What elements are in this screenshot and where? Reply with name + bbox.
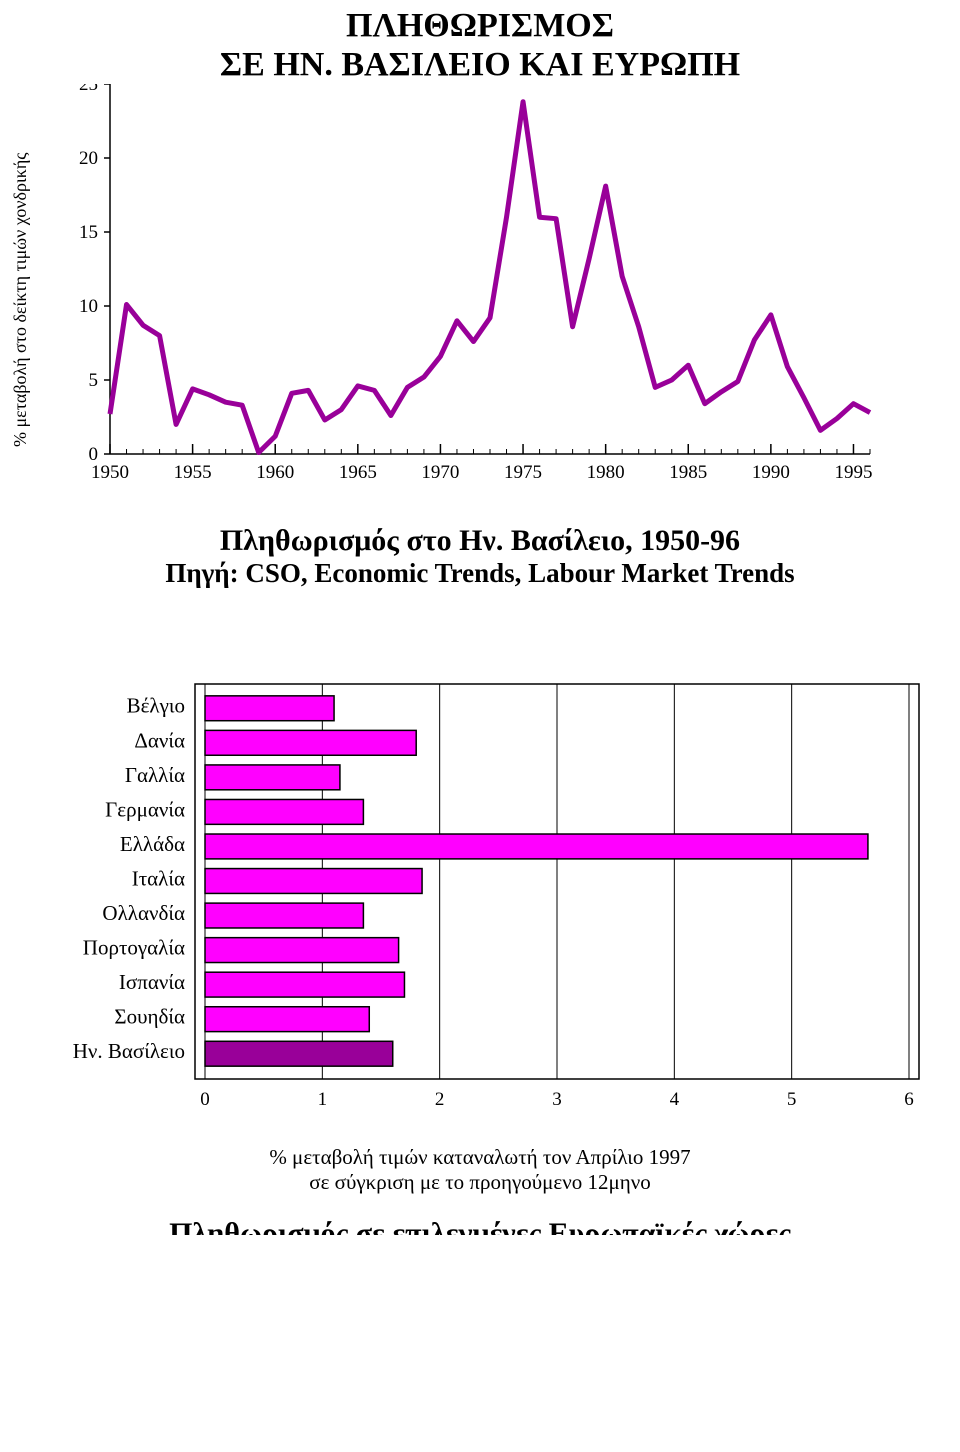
svg-text:2: 2 <box>435 1089 445 1110</box>
svg-text:Ελλάδα: Ελλάδα <box>120 832 185 856</box>
svg-text:Γαλλία: Γαλλία <box>125 763 185 787</box>
svg-text:Ισπανία: Ισπανία <box>119 970 185 994</box>
svg-text:5: 5 <box>787 1089 797 1110</box>
svg-text:Ην. Βασίλειο: Ην. Βασίλειο <box>73 1039 185 1063</box>
svg-text:1980: 1980 <box>587 462 625 483</box>
svg-text:Βέλγιο: Βέλγιο <box>127 694 185 718</box>
line-chart: 0510152025195019551960196519701975198019… <box>0 84 900 504</box>
svg-text:1: 1 <box>318 1089 328 1110</box>
svg-text:15: 15 <box>79 222 98 243</box>
line-chart-y-axis-title: % μεταβολή στο δείκτη τιμών χονδρικής <box>10 152 31 446</box>
svg-text:1970: 1970 <box>421 462 459 483</box>
svg-text:1965: 1965 <box>339 462 377 483</box>
svg-text:Ιταλία: Ιταλία <box>132 867 185 891</box>
svg-text:4: 4 <box>670 1089 680 1110</box>
svg-text:Γερμανία: Γερμανία <box>105 798 185 822</box>
svg-text:1990: 1990 <box>752 462 790 483</box>
line-chart-container: % μεταβολή στο δείκτη τιμών χονδρικής 05… <box>0 84 960 504</box>
svg-text:1995: 1995 <box>834 462 872 483</box>
partial-bottom-title: Πληθωρισμός σε επιλεγμένες Ευρωπαϊκές χώ… <box>0 1217 960 1235</box>
svg-text:Πορτογαλία: Πορτογαλία <box>83 936 185 960</box>
svg-text:1960: 1960 <box>256 462 294 483</box>
partial-bottom-title-text: Πληθωρισμός σε επιλεγμένες Ευρωπαϊκές χώ… <box>169 1217 791 1235</box>
svg-text:1950: 1950 <box>91 462 129 483</box>
svg-text:Σουηδία: Σουηδία <box>114 1005 185 1029</box>
bar-chart-caption-line1: % μεταβολή τιμών καταναλωτή τον Απρίλιο … <box>0 1145 960 1170</box>
svg-text:0: 0 <box>200 1089 210 1110</box>
bar-chart-caption: % μεταβολή τιμών καταναλωτή τον Απρίλιο … <box>0 1145 960 1195</box>
line-chart-subtitle-a: Πληθωρισμός στο Ην. Βασίλειο, 1950-96 <box>0 524 960 558</box>
line-chart-subtitle-b: Πηγή: CSO, Economic Trends, Labour Marke… <box>0 558 960 589</box>
svg-text:5: 5 <box>89 370 99 391</box>
svg-text:25: 25 <box>79 84 98 95</box>
svg-text:3: 3 <box>552 1089 562 1110</box>
bar-chart-caption-line2: σε σύγκριση με το προηγούμενο 12μηνο <box>0 1170 960 1195</box>
line-chart-subtitle: Πληθωρισμός στο Ην. Βασίλειο, 1950-96 Πη… <box>0 524 960 589</box>
svg-text:1975: 1975 <box>504 462 542 483</box>
main-title-line2: ΣΕ ΗΝ. ΒΑΣΙΛΕΙΟ ΚΑΙ ΕΥΡΩΠΗ <box>0 45 960 84</box>
bar-chart-container: 0 1 2 3 4 5 6 Βέλγιο Δανία Γαλλία Γερμανία Ελλάδα Ιτ… <box>0 679 960 1195</box>
svg-text:Δανία: Δανία <box>134 728 185 752</box>
svg-text:20: 20 <box>79 148 98 169</box>
svg-text:10: 10 <box>79 296 98 317</box>
svg-text:1985: 1985 <box>669 462 707 483</box>
svg-text:1955: 1955 <box>174 462 212 483</box>
svg-text:6: 6 <box>904 1089 914 1110</box>
main-title-line1: ΠΛΗΘΩΡΙΣΜΟΣ <box>0 6 960 45</box>
bar-chart: 0 1 2 3 4 5 6 Βέλγιο Δανία Γαλλία Γερμανία Ελλάδα Ιτ… <box>20 679 940 1139</box>
main-title: ΠΛΗΘΩΡΙΣΜΟΣ ΣΕ ΗΝ. ΒΑΣΙΛΕΙΟ ΚΑΙ ΕΥΡΩΠΗ <box>0 6 960 84</box>
svg-text:Ολλανδία: Ολλανδία <box>102 901 185 925</box>
